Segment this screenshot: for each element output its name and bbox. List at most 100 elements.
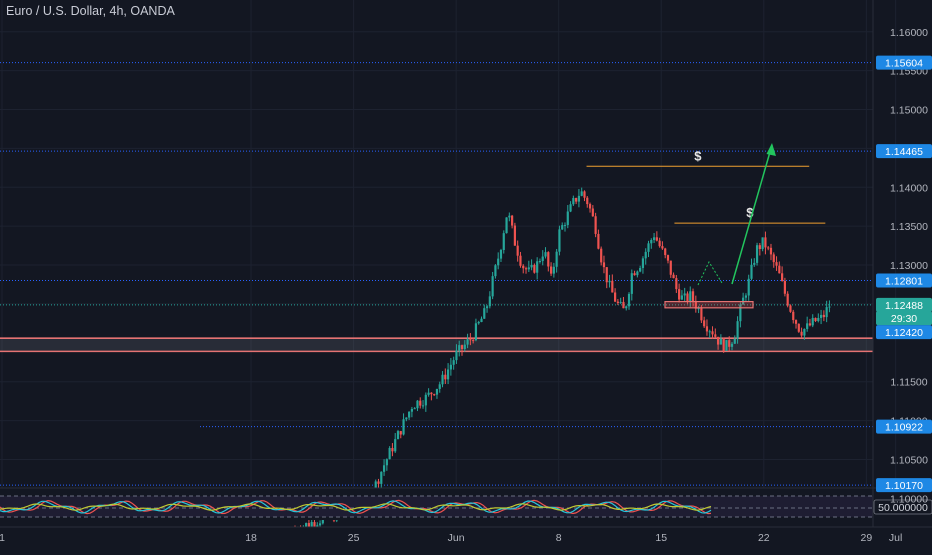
candle-body: [689, 291, 692, 302]
candle: [591, 205, 594, 217]
candle-body: [524, 268, 528, 270]
candle: [405, 417, 408, 422]
candle: [572, 195, 575, 206]
price-badge-bg: [876, 297, 932, 312]
candle: [552, 262, 555, 278]
candle-body: [661, 246, 664, 249]
candle: [547, 251, 550, 272]
candle: [666, 254, 670, 264]
candle-body: [725, 340, 728, 351]
candle: [594, 212, 597, 238]
candle-body: [591, 208, 594, 217]
candle-body: [636, 271, 639, 276]
candle: [630, 269, 633, 301]
candle-body: [655, 237, 658, 241]
candle-body: [511, 215, 514, 226]
candle-body: [747, 278, 750, 296]
candle: [497, 252, 500, 270]
candle: [828, 300, 831, 313]
candle: [388, 446, 391, 460]
candle-body: [639, 268, 642, 272]
candle-body: [691, 291, 695, 302]
candle-body: [377, 481, 380, 484]
price-badge: 1.14465: [876, 144, 932, 159]
candle: [494, 264, 497, 279]
candle-body: [446, 369, 450, 380]
candle-body: [460, 345, 464, 350]
candle: [806, 316, 809, 332]
candle-body: [316, 525, 319, 528]
candle: [819, 309, 823, 325]
candle-body: [758, 245, 761, 250]
price-badge-label: 1.10170: [885, 480, 923, 492]
candle-body: [527, 267, 530, 270]
candle: [444, 368, 447, 384]
candle: [641, 256, 645, 274]
candle: [394, 433, 397, 453]
candle: [705, 319, 709, 336]
candle: [792, 309, 795, 324]
candle-body: [480, 318, 483, 323]
candle: [627, 292, 631, 310]
candle-body: [544, 252, 547, 257]
candle-body: [772, 254, 775, 263]
candle-body: [405, 417, 408, 420]
candle-body: [538, 260, 542, 262]
candle-body: [313, 522, 316, 528]
candle: [586, 196, 589, 208]
candle: [719, 334, 722, 345]
candle-body: [583, 191, 586, 198]
candle: [575, 197, 578, 205]
candle: [452, 356, 455, 370]
candle-body: [644, 251, 647, 259]
candle-body: [647, 243, 650, 252]
candle-body: [739, 304, 742, 322]
candle: [491, 271, 494, 300]
candle: [421, 400, 425, 409]
candle: [803, 328, 806, 340]
candle: [694, 295, 697, 313]
candle-body: [541, 256, 544, 261]
candle-body: [700, 308, 703, 321]
candle: [469, 333, 472, 346]
price-badge-label: 1.12420: [885, 327, 923, 339]
candle: [427, 388, 430, 397]
candle: [636, 270, 639, 278]
candle-body: [563, 225, 567, 227]
candle-body: [483, 308, 486, 319]
candle-body: [388, 447, 391, 460]
candle-body: [318, 523, 322, 526]
candle-body: [602, 262, 606, 268]
candle: [639, 265, 642, 273]
candle-body: [728, 340, 731, 347]
candle-body: [730, 343, 734, 347]
candle: [658, 237, 661, 248]
candle: [625, 305, 628, 311]
candle-body: [382, 465, 386, 472]
price-badge: 29:30: [876, 311, 932, 326]
candle-body: [608, 280, 611, 283]
candle-body: [611, 280, 614, 293]
oscillator-pane: 50.000000: [0, 487, 932, 520]
candle: [597, 229, 600, 250]
candle: [608, 274, 611, 288]
candle-body: [499, 249, 503, 259]
candle: [602, 255, 606, 274]
candle: [683, 287, 686, 302]
candle: [633, 270, 636, 276]
candle: [577, 189, 581, 208]
time-tick-label: 18: [245, 532, 257, 544]
candle: [433, 393, 436, 396]
candle-body: [789, 305, 792, 312]
candle-body: [792, 311, 795, 321]
candle-body: [586, 197, 589, 205]
candle-body: [675, 278, 678, 290]
price-tick-label: 1.10500: [890, 454, 928, 466]
price-badge-label: 1.10922: [885, 422, 923, 434]
candle: [530, 259, 533, 271]
candle: [622, 296, 625, 309]
candle-body: [502, 233, 505, 250]
candle-body: [594, 216, 597, 234]
